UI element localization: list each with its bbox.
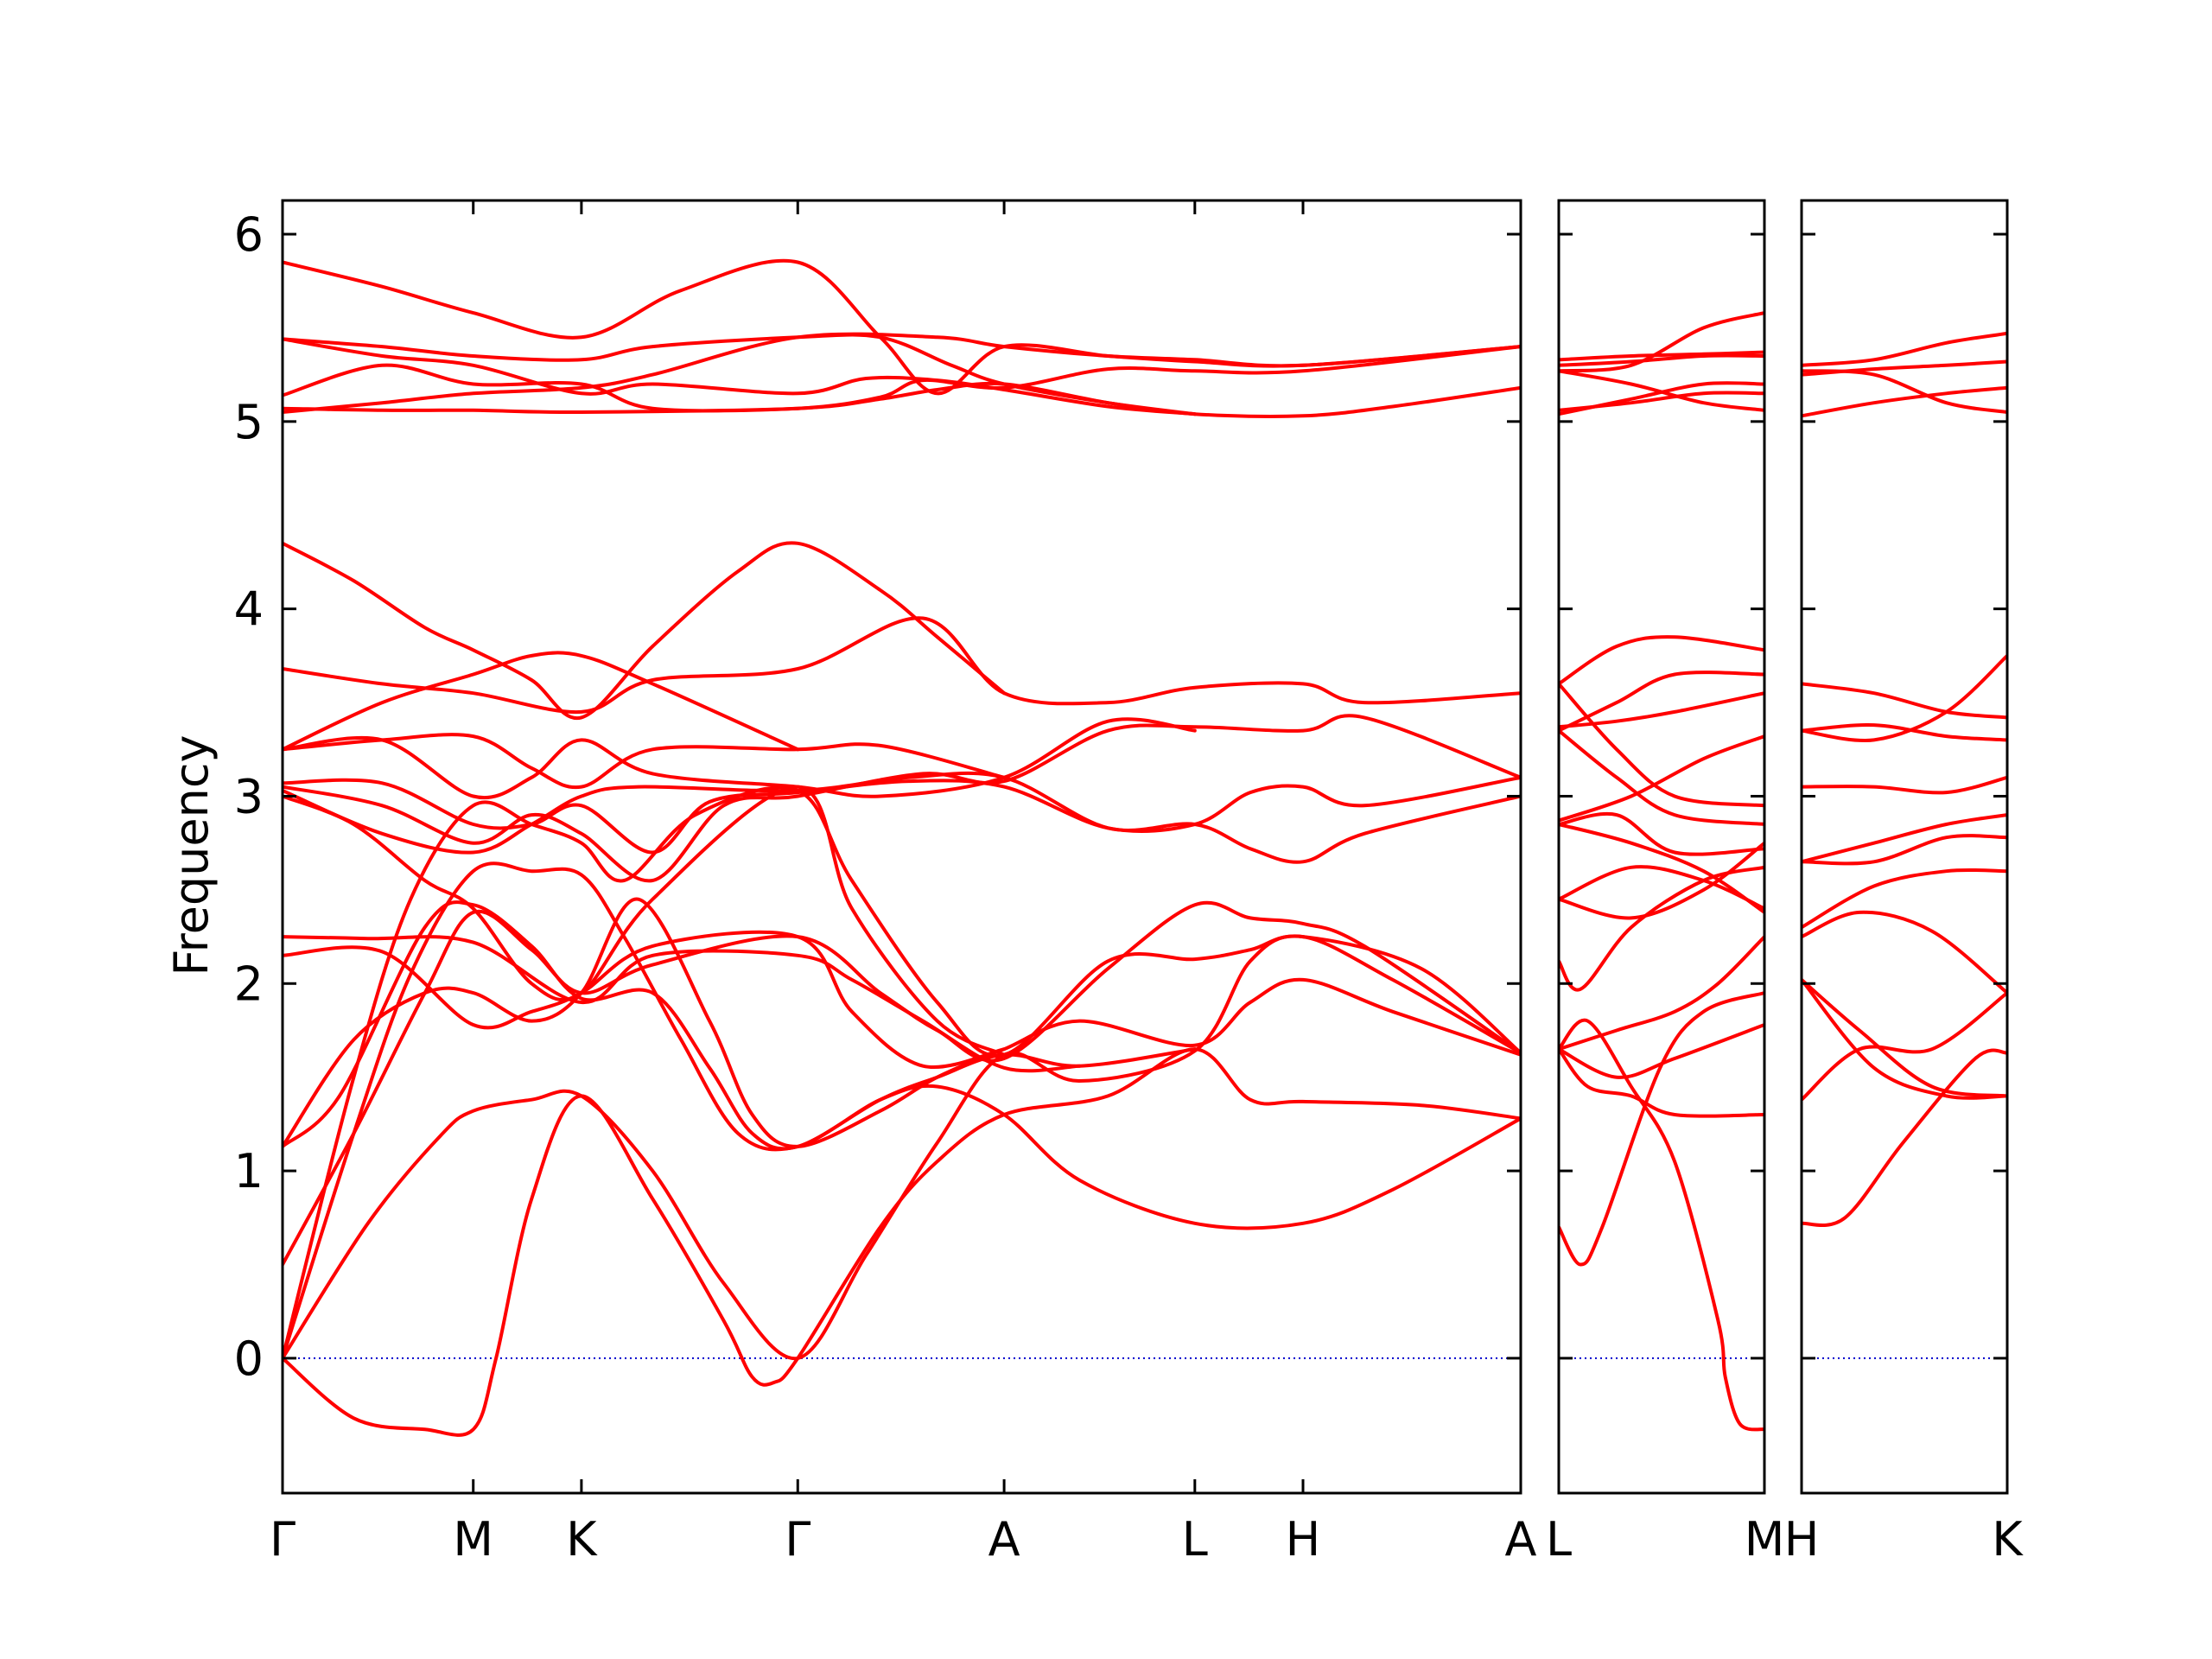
band-line bbox=[283, 337, 1197, 416]
band-line bbox=[283, 714, 1521, 883]
x-tick-label: L bbox=[1182, 1512, 1208, 1567]
band-line bbox=[1559, 353, 1764, 367]
y-tick-label: 1 bbox=[234, 1144, 264, 1198]
band-line bbox=[1802, 813, 2007, 864]
y-tick-label: 5 bbox=[234, 395, 264, 449]
band-line bbox=[1559, 823, 1764, 914]
band-line bbox=[1559, 811, 1764, 856]
x-tick-label: K bbox=[1992, 1512, 2024, 1567]
band-line bbox=[1559, 350, 1764, 362]
bands bbox=[1802, 331, 2007, 1227]
y-tick-label: 6 bbox=[234, 207, 264, 262]
band-line bbox=[1802, 682, 2007, 720]
band-line bbox=[283, 785, 1521, 1360]
band-line bbox=[283, 1047, 1521, 1437]
band-line bbox=[283, 717, 1197, 800]
x-tick-label: A bbox=[1505, 1512, 1537, 1567]
band-line bbox=[1802, 1048, 2007, 1227]
x-tick-label: Γ bbox=[270, 1512, 296, 1567]
band-line bbox=[1559, 311, 1764, 373]
band-line bbox=[283, 258, 1521, 396]
band-line bbox=[1802, 977, 2007, 1100]
band-line bbox=[1559, 865, 1764, 992]
band-line bbox=[283, 381, 1521, 418]
band-line bbox=[1559, 635, 1764, 686]
band-line bbox=[1559, 841, 1764, 920]
y-tick-label: 2 bbox=[234, 957, 264, 1011]
x-tick-label: H bbox=[1286, 1512, 1321, 1567]
band-line bbox=[1802, 385, 2007, 418]
band-line bbox=[283, 345, 1521, 413]
band-line bbox=[1802, 775, 2007, 795]
band-line bbox=[1802, 910, 2007, 995]
band-line bbox=[283, 541, 1007, 721]
panel-frame bbox=[1557, 199, 1766, 1495]
band-line bbox=[1802, 834, 2007, 866]
y-tick-label: 4 bbox=[234, 582, 264, 637]
x-tick-label: A bbox=[988, 1512, 1020, 1567]
band-line bbox=[1559, 1047, 1764, 1118]
band-line bbox=[1559, 734, 1764, 823]
x-tick-label: Γ bbox=[785, 1512, 810, 1567]
band-line bbox=[1559, 1023, 1764, 1079]
band-line bbox=[283, 934, 1521, 1361]
band-line bbox=[1559, 369, 1764, 412]
band-line bbox=[1559, 935, 1764, 1052]
band-line bbox=[283, 333, 1197, 416]
band-line bbox=[283, 651, 800, 752]
band-line bbox=[1802, 977, 2007, 1098]
band-line bbox=[1559, 865, 1764, 911]
band-line bbox=[283, 861, 1521, 1360]
x-tick-label: H bbox=[1784, 1512, 1820, 1567]
band-line bbox=[283, 733, 1007, 790]
panel-1: Γ M K Γ A L H A 0 1 2 3 4 5 6 bbox=[234, 199, 1537, 1567]
panel-frame bbox=[281, 199, 1522, 1495]
band-line bbox=[1559, 682, 1764, 808]
y-axis-label: Frequency bbox=[164, 735, 219, 976]
band-line bbox=[1802, 722, 2007, 742]
x-tick-label: K bbox=[566, 1512, 598, 1567]
band-line bbox=[1802, 868, 2007, 930]
x-tick-label: M bbox=[1745, 1512, 1785, 1567]
band-line bbox=[283, 775, 1521, 855]
band-line bbox=[1559, 728, 1764, 826]
band-line bbox=[1802, 991, 2007, 1102]
x-tick-label: M bbox=[453, 1512, 493, 1567]
y-tick-label: 3 bbox=[234, 769, 264, 823]
band-line bbox=[1559, 691, 1764, 729]
band-line bbox=[283, 935, 1082, 1073]
band-line bbox=[283, 616, 1521, 715]
band-line bbox=[283, 771, 1521, 864]
band-line bbox=[1802, 331, 2007, 367]
band-line bbox=[1559, 391, 1764, 412]
y-tick-label: 0 bbox=[234, 1332, 264, 1386]
bands bbox=[283, 258, 1521, 1437]
band-line bbox=[283, 900, 1197, 1151]
bands bbox=[1559, 311, 1764, 1432]
band-line bbox=[1559, 1018, 1764, 1432]
band-line bbox=[283, 332, 1521, 414]
band-line bbox=[283, 900, 1521, 1267]
x-tick-label: L bbox=[1546, 1512, 1572, 1567]
band-line bbox=[283, 785, 1007, 1057]
band-line bbox=[283, 930, 1007, 1069]
band-line bbox=[1559, 991, 1764, 1267]
band-line bbox=[1802, 359, 2007, 377]
band-line bbox=[1559, 671, 1764, 733]
panel-frame bbox=[1800, 199, 2009, 1495]
